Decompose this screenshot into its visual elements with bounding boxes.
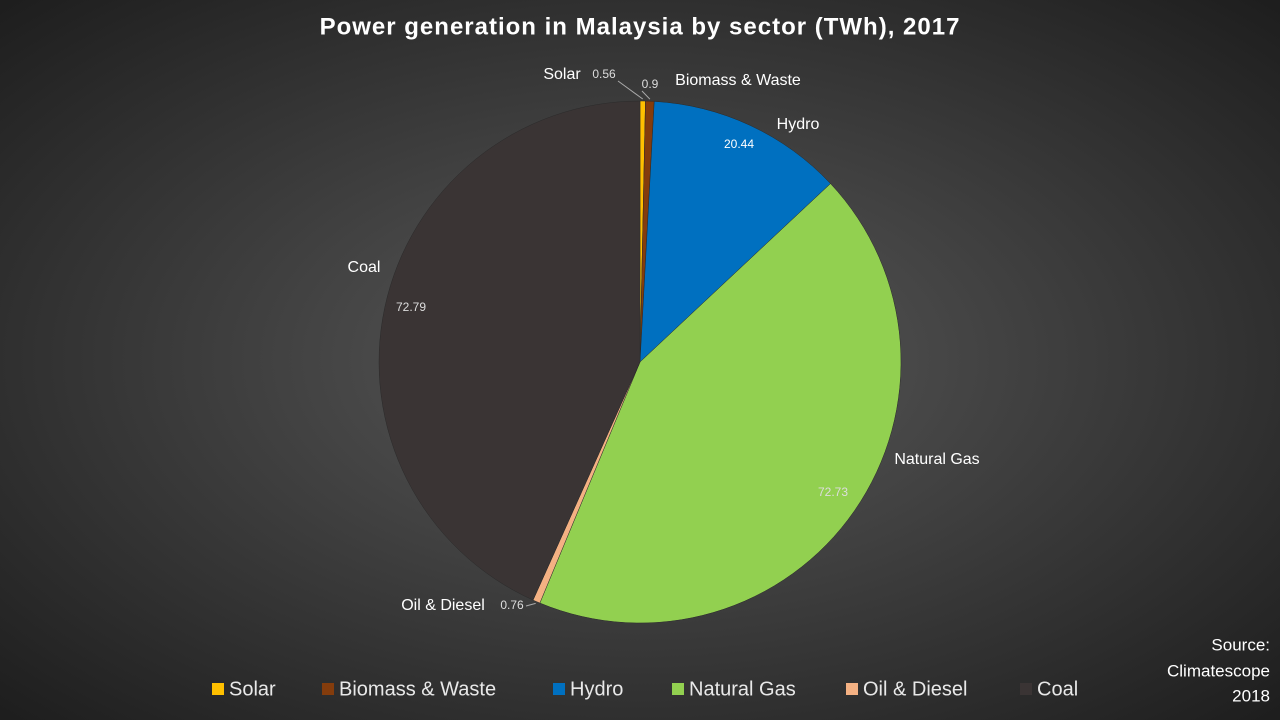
slice-label: Hydro (777, 116, 820, 133)
legend-label: Oil & Diesel (863, 678, 967, 700)
legend-label: Natural Gas (689, 678, 796, 700)
value-label: 0.9 (642, 77, 659, 91)
leader-line (525, 602, 536, 607)
source: Climatescope (1167, 661, 1270, 680)
pie-slice (378, 100, 641, 601)
value-label: 0.56 (592, 67, 616, 81)
pie-slice (639, 101, 831, 363)
slice-label: Oil & Diesel (401, 597, 485, 614)
legend-swatch (672, 683, 684, 695)
chart-title: Power generation in Malaysia by sector (… (320, 13, 961, 40)
pie-slice (539, 183, 902, 624)
legend-label: Solar (229, 678, 276, 700)
slice-label: Biomass & Waste (675, 72, 801, 89)
slice-label: Natural Gas (894, 451, 979, 468)
source: 2018 (1232, 686, 1270, 705)
value-label: 72.79 (396, 300, 426, 314)
value-label: 20.44 (724, 137, 754, 151)
value-label: 72.73 (818, 485, 848, 499)
legend-swatch (1020, 683, 1032, 695)
legend-swatch (553, 683, 565, 695)
legend-swatch (212, 683, 224, 695)
legend-swatch (846, 683, 858, 695)
leader-line (641, 90, 651, 100)
slice-label: Coal (348, 259, 381, 276)
legend-label: Hydro (570, 678, 623, 700)
source: Source: (1211, 635, 1270, 654)
leader-line (617, 80, 644, 100)
legend-swatch (322, 683, 334, 695)
slice-label: Solar (543, 66, 581, 83)
legend-label: Biomass & Waste (339, 678, 496, 700)
legend-label: Coal (1037, 678, 1078, 700)
value-label: 0.76 (500, 598, 524, 612)
